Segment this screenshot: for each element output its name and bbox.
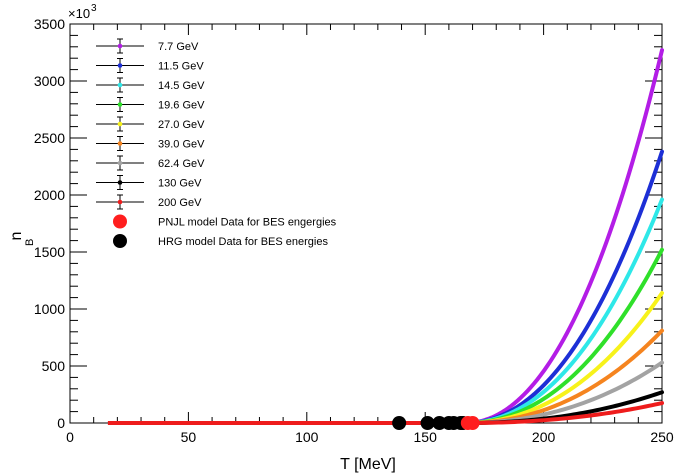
legend-marker: [117, 43, 123, 49]
legend-label: 27.0 GeV: [158, 119, 205, 131]
legend-label: 62.4 GeV: [158, 158, 205, 170]
series-curves: [107, 48, 664, 425]
y-tick-label: 0: [57, 415, 65, 431]
x-axis-title: T [MeV]: [340, 456, 396, 473]
legend-marker: [117, 82, 123, 88]
y-tick-label: 1500: [34, 244, 65, 260]
legend-label: 19.6 GeV: [158, 100, 205, 112]
legend-marker: [117, 141, 123, 146]
x-tick-label: 150: [414, 429, 438, 445]
legend-label: 130 GeV: [158, 178, 202, 190]
legend-label: 14.5 GeV: [158, 80, 205, 92]
legend-label: 200 GeV: [158, 197, 202, 209]
legend-label: 11.5 GeV: [158, 61, 204, 73]
y-tick-label: 2500: [34, 130, 65, 146]
series-curve: [463, 48, 664, 425]
legend-hrg-marker: [113, 234, 127, 248]
y-multiplier-exponent: 3: [91, 3, 97, 14]
y-tick-label: 2000: [34, 187, 65, 203]
x-tick-label: 50: [181, 429, 197, 445]
series-curve: [463, 401, 664, 425]
legend-marker: [117, 102, 123, 107]
model-markers: [392, 416, 480, 430]
hrg-marker: [420, 416, 435, 430]
axis-ticks: 0 50 100 150 200 2500500100015002000250030003…: [34, 16, 674, 445]
y-tick-label: 1000: [34, 301, 65, 317]
legend-label: PNJL model Data for BES engergies: [158, 217, 337, 229]
legend-marker: [117, 199, 123, 205]
y-axis-title-main: n: [8, 232, 25, 241]
legend-marker: [117, 160, 123, 166]
legend-label: HRG model Data for BES energies: [158, 236, 328, 248]
legend-label: 7.7 GeV: [158, 41, 199, 53]
y-multiplier-base: ×10: [68, 6, 90, 21]
x-tick-label: 250: [650, 429, 674, 445]
legend-marker: [117, 121, 123, 127]
x-tick-label: 200: [532, 429, 556, 445]
y-tick-label: 500: [42, 358, 66, 374]
legend-marker: [117, 63, 123, 68]
y-tick-label: 3500: [34, 16, 65, 32]
legend-marker: [117, 180, 123, 185]
y-axis-title: n B: [8, 232, 36, 246]
hrg-marker: [392, 416, 407, 430]
x-tick-label: 100: [295, 429, 319, 445]
legend-pnjl-marker: [113, 214, 127, 229]
legend-label: 39.0 GeV: [158, 139, 205, 151]
y-axis-title-subscript: B: [24, 239, 36, 246]
legend: 7.7 GeV 11.5 GeV 14.5 GeV 19.6 GeV 27.0 GeV 3…: [96, 38, 337, 248]
pnjl-marker: [465, 416, 480, 430]
y-tick-label: 3000: [34, 73, 65, 89]
x-tick-label: 0: [66, 429, 74, 445]
